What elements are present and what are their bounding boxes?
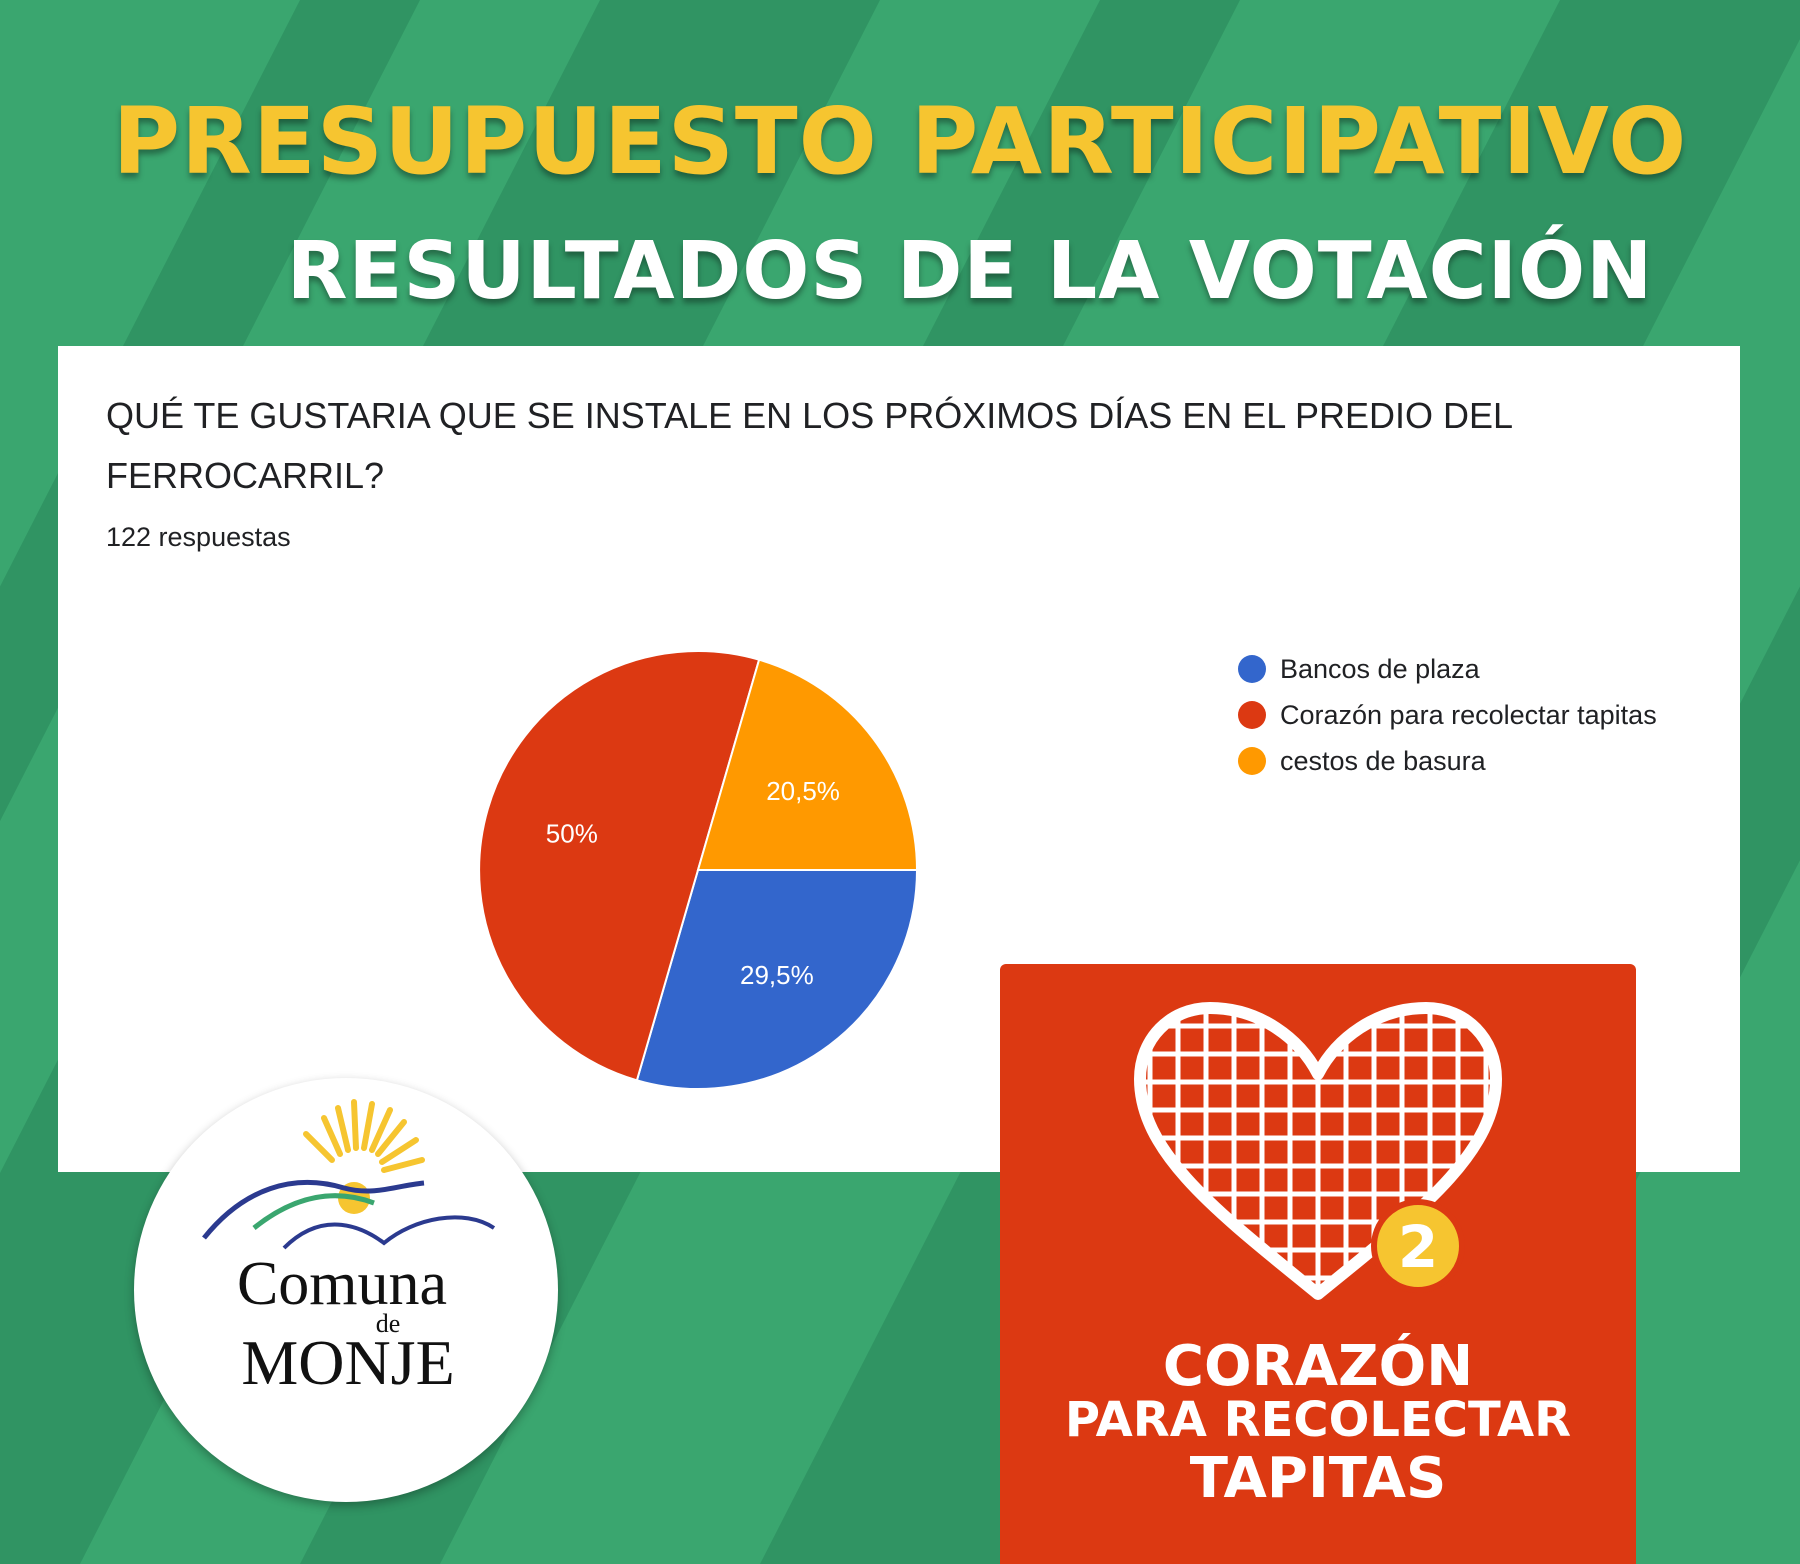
logo-text-comuna: Comuna [237, 1250, 447, 1318]
pie-slice-label: 29,5% [740, 960, 814, 990]
pie-slice-label: 20,5% [766, 776, 840, 806]
heart-grid-icon: 2 [1134, 1002, 1502, 1300]
winner-title-line2: PARA RECOLECTAR [1064, 1392, 1572, 1448]
legend-dot-icon [1238, 655, 1266, 683]
pie-slice [478, 650, 761, 1082]
mountain-line-icon [282, 1215, 496, 1250]
winner-card: 2 CORAZÓN PARA RECOLECTAR TAPITAS [1000, 964, 1636, 1564]
response-count: 122 respuestas [106, 522, 291, 552]
mountain-line-icon [202, 1179, 425, 1240]
badge-circle-icon [1371, 1199, 1465, 1293]
winner-title-line1: CORAZÓN [1162, 1334, 1474, 1399]
legend-label: Bancos de plaza [1280, 653, 1480, 684]
badge-number: 2 [1398, 1213, 1438, 1281]
question-text: QUÉ TE GUSTARIA QUE SE INSTALE EN LOS PR… [106, 395, 1512, 496]
pie-slice [696, 658, 919, 871]
logo-text-monje: MONJE [241, 1327, 454, 1398]
legend-dot-icon [1238, 701, 1266, 729]
form-summary-card: QUÉ TE GUSTARIA QUE SE INSTALE EN LOS PR… [58, 346, 1740, 1172]
pie-slice-label: 50% [546, 818, 598, 848]
legend-dot-icon [1238, 747, 1266, 775]
sun-rays-icon [303, 1099, 425, 1173]
chart-legend: Bancos de plaza Corazón para recolectar … [1238, 646, 1657, 784]
page-title: PRESUPUESTO PARTICIPATIVO [112, 88, 1688, 195]
pie-chart: 29,5% 50% 20,5% [478, 650, 919, 1090]
legend-item: Corazón para recolectar tapitas [1238, 692, 1657, 738]
logo-text-de: de [376, 1309, 401, 1338]
legend-item: Bancos de plaza [1238, 646, 1657, 692]
comuna-de-monje-logo: Comuna de MONJE [202, 1099, 496, 1398]
winner-title-line3: TAPITAS [1189, 1446, 1447, 1511]
hill-line-icon [252, 1193, 375, 1230]
pie-slice [635, 869, 919, 1090]
legend-item: cestos de basura [1238, 738, 1657, 784]
legend-label: cestos de basura [1280, 745, 1486, 776]
logo-badge: Comuna de MONJE [134, 1078, 558, 1502]
legend-label: Corazón para recolectar tapitas [1280, 699, 1657, 730]
page-subtitle: RESULTADOS DE LA VOTACIÓN [286, 225, 1654, 317]
